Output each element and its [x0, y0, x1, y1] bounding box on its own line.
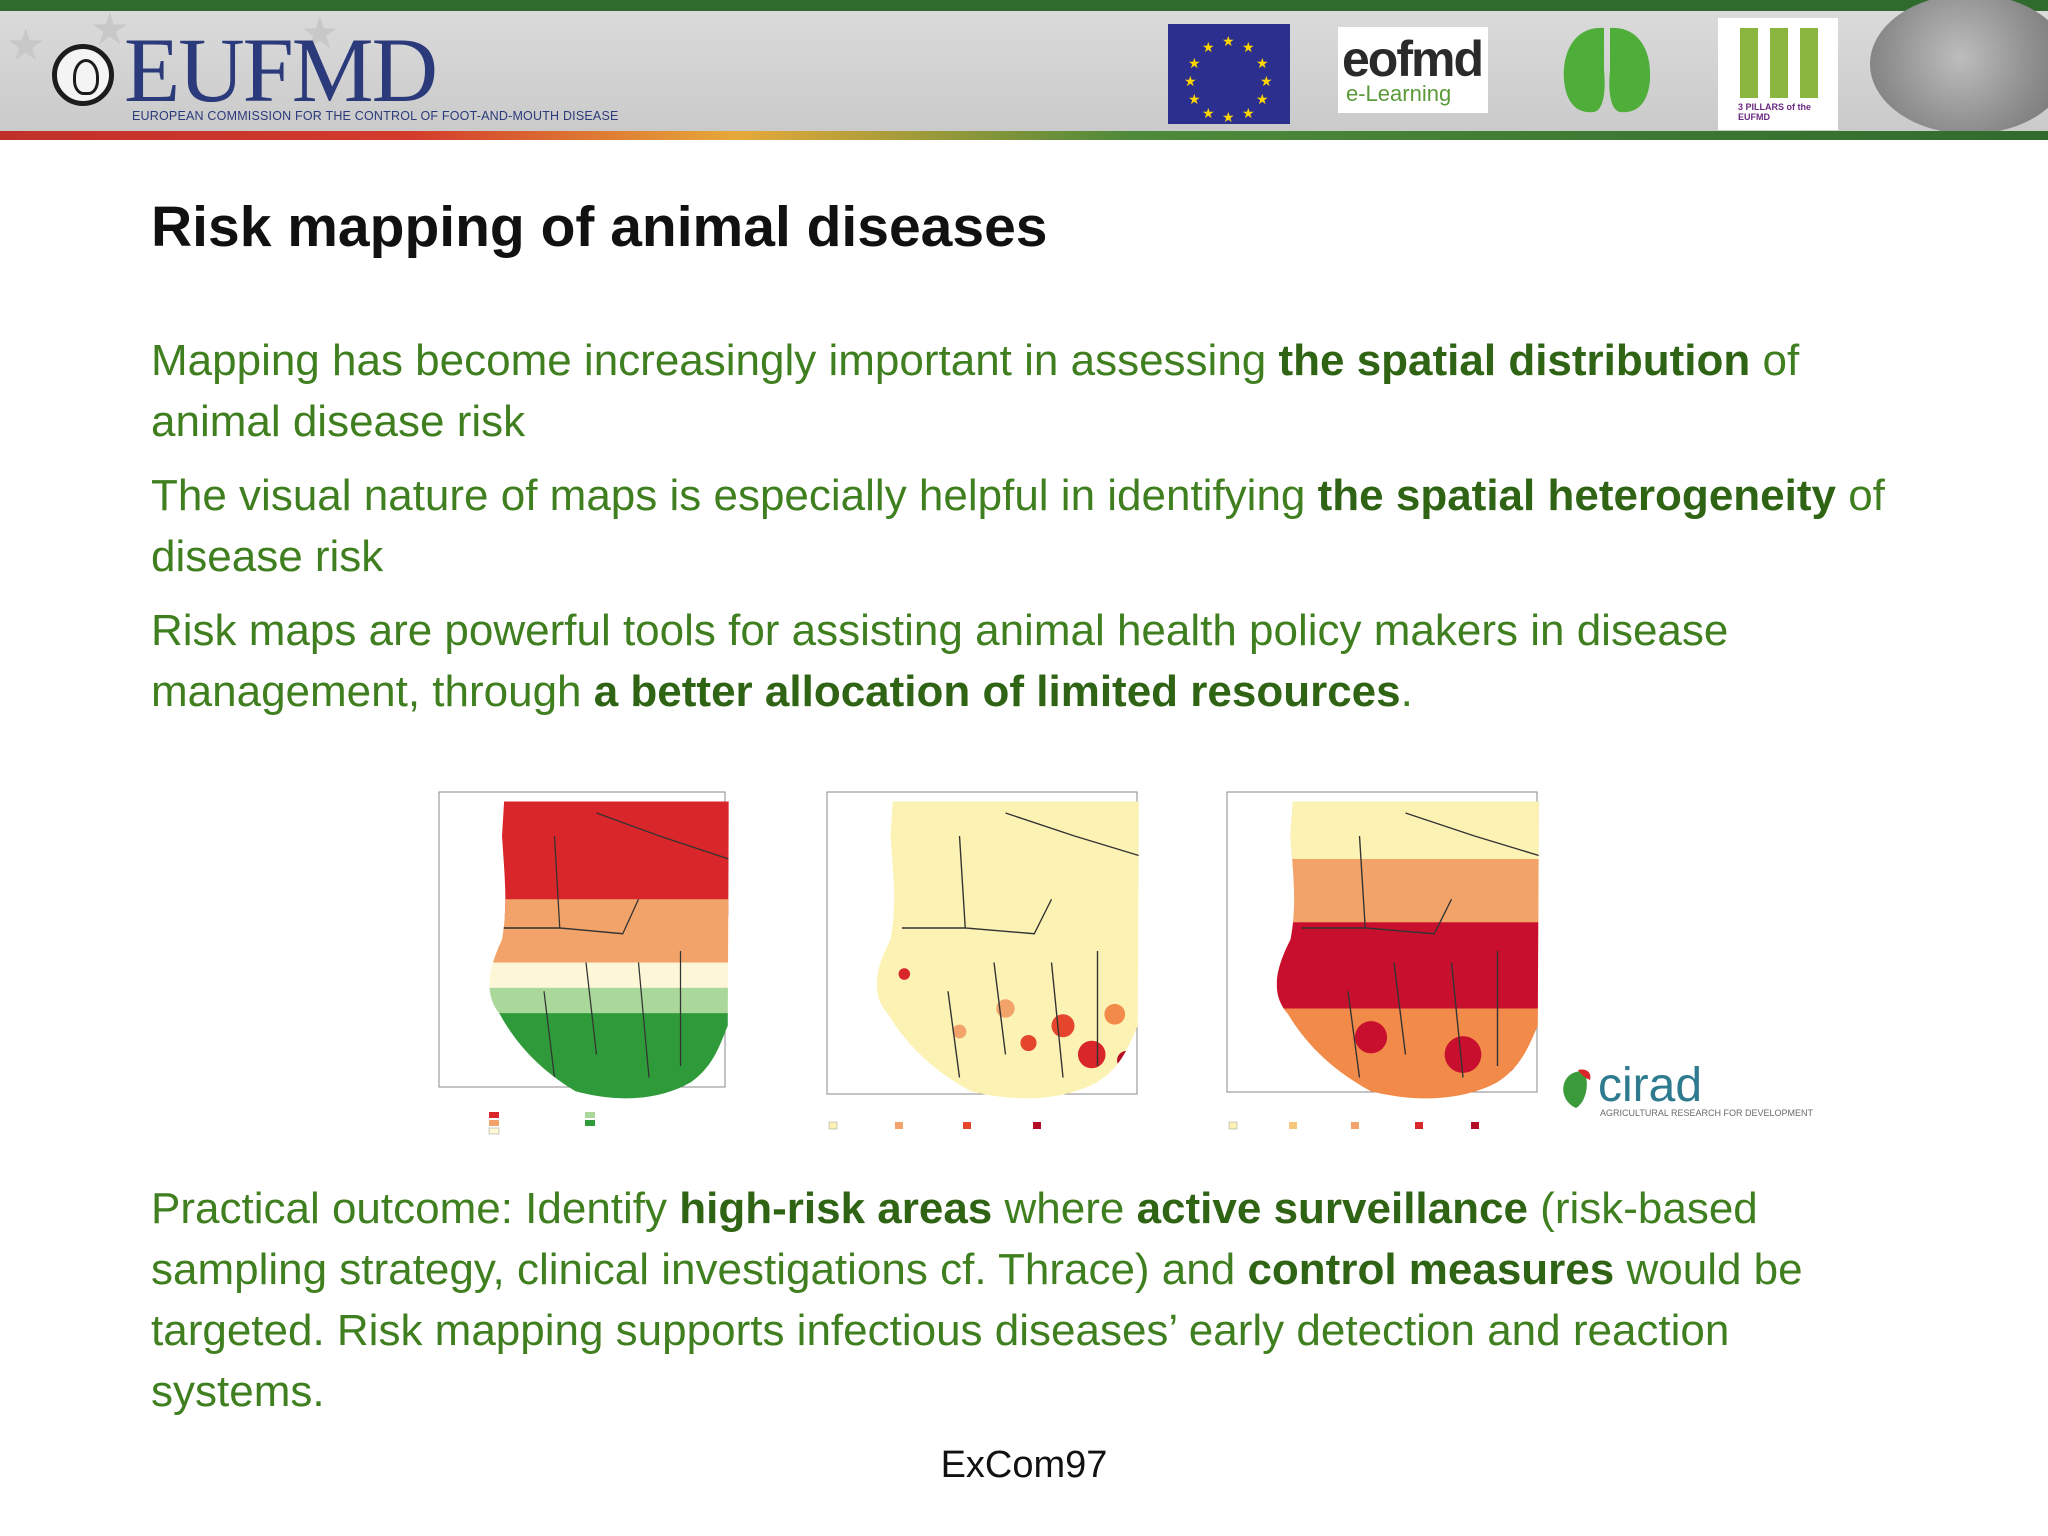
eofmd-logo-text: eofmd — [1342, 31, 1484, 87]
slide-title: Risk mapping of animal diseases — [151, 195, 1048, 259]
emphasis-text: control measures — [1247, 1245, 1615, 1294]
bullet-spatial-distribution: Mapping has become increasingly importan… — [151, 330, 1911, 452]
pillar-icon — [1770, 28, 1788, 98]
bullet-text: of disease risk — [151, 471, 1885, 581]
bullet-practical-outcome: Practical outcome: Identify high-risk ar… — [151, 1178, 1911, 1422]
bullet-text: (risk-based sampling strategy, clinical … — [151, 1184, 1758, 1294]
star-icon: ★ — [6, 21, 46, 70]
bullet-text: of animal disease risk — [151, 336, 1800, 446]
bullet-text: Mapping has become increasingly importan… — [151, 336, 1279, 385]
bullet-text: Practical outcome: Identify — [151, 1184, 680, 1233]
bullet-text: . — [1400, 667, 1413, 716]
hoof-logo-icon — [1563, 27, 1651, 113]
bullet-resource-allocation: Risk maps are powerful tools for assisti… — [151, 600, 1911, 722]
cattle-density-map — [826, 791, 1139, 1130]
emphasis-text: the spatial distribution — [1278, 336, 1751, 385]
bullet-text: Risk maps are powerful tools for assisti… — [151, 606, 1729, 716]
fao-logo-icon — [52, 44, 114, 106]
star-icon: ★ — [90, 5, 130, 54]
eu-flag-icon: ★ ★ ★ ★ ★ ★ ★ ★ ★ ★ ★ ★ — [1168, 24, 1290, 124]
pillars-caption: 3 PILLARS of the EUFMD — [1738, 102, 1812, 122]
bullet-text: where — [992, 1184, 1137, 1233]
cirad-logo-text: cirad — [1598, 1059, 1703, 1112]
map-legend — [828, 1121, 1041, 1130]
cirad-logo-tagline: AGRICULTURAL RESEARCH FOR DEVELOPMENT — [1600, 1108, 1814, 1118]
header-banner: ★ ★ ★ EUFMD EUROPEAN COMMISSION FOR THE … — [0, 0, 2048, 140]
risk-map — [1226, 791, 1539, 1130]
eofmd-elearning-logo: eofmd e-Learning — [1338, 27, 1488, 113]
pillar-icon — [1800, 28, 1818, 98]
bullet-text: The visual nature of maps is especially … — [151, 471, 1318, 520]
bullet-spatial-heterogeneity: The visual nature of maps is especially … — [151, 465, 1911, 587]
map-legend — [488, 1112, 595, 1135]
star-icon: ★ — [300, 9, 340, 58]
risk-maps-figure — [438, 791, 1539, 1135]
coin-emblem-icon — [1870, 0, 2048, 134]
banner-bottom-stripe — [0, 131, 2048, 140]
pillar-icon — [1740, 28, 1758, 98]
three-pillars-logo: 3 PILLARS of the EUFMD — [1718, 18, 1838, 130]
map-legend — [1228, 1121, 1479, 1130]
banner-top-stripe — [0, 0, 2048, 11]
emphasis-text: the spatial heterogeneity — [1317, 471, 1836, 520]
emphasis-text: active surveillance — [1136, 1184, 1528, 1233]
climatic-zones-map — [438, 791, 729, 1135]
emphasis-text: high-risk areas — [679, 1184, 993, 1233]
bullet-text: would be targeted. Risk mapping supports… — [151, 1245, 1803, 1416]
slide-footer: ExCom97 — [940, 1444, 1108, 1486]
cirad-logo: cirad AGRICULTURAL RESEARCH FOR DEVELOPM… — [1556, 1059, 1813, 1134]
eufmd-logo-subtitle: EUROPEAN COMMISSION FOR THE CONTROL OF F… — [132, 109, 619, 123]
eofmd-logo-subtitle: e-Learning — [1346, 81, 1452, 106]
eufmd-logo-text: EUFMD — [124, 19, 438, 121]
emphasis-text: a better allocation of limited resources — [593, 667, 1401, 716]
cirad-leaf-icon — [1563, 1069, 1591, 1108]
